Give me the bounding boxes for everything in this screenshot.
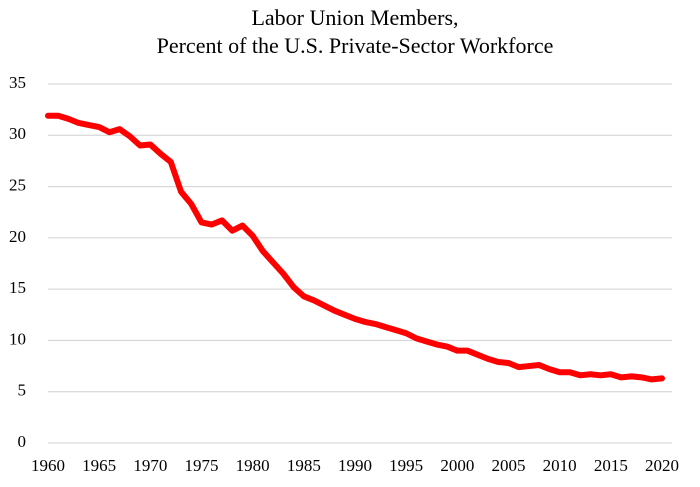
x-tick-label: 2000 (440, 456, 474, 475)
x-tick-label: 2005 (492, 456, 526, 475)
x-tick-label: 1985 (287, 456, 321, 475)
x-tick-label: 2010 (543, 456, 577, 475)
y-tick-label: 0 (18, 432, 27, 451)
data-line (45, 112, 665, 383)
y-tick-label: 30 (9, 124, 26, 143)
y-tick-label: 35 (9, 73, 26, 92)
x-tick-label: 2020 (645, 456, 679, 475)
y-tick-label: 20 (9, 227, 26, 246)
y-tick-label: 5 (18, 381, 27, 400)
y-tick-label: 25 (9, 175, 26, 194)
chart-title: Labor Union Members, (251, 5, 458, 30)
x-tick-label: 1980 (236, 456, 270, 475)
x-tick-label: 1960 (31, 456, 65, 475)
y-tick-label: 15 (9, 278, 26, 297)
x-tick-label: 2015 (594, 456, 628, 475)
x-tick-label: 1975 (185, 456, 219, 475)
chart-subtitle: Percent of the U.S. Private-Sector Workf… (157, 33, 554, 58)
x-tick-label: 1995 (389, 456, 423, 475)
x-tick-label: 1990 (338, 456, 372, 475)
x-tick-label: 1970 (133, 456, 167, 475)
x-tick-label: 1965 (82, 456, 116, 475)
y-tick-label: 10 (9, 329, 26, 348)
